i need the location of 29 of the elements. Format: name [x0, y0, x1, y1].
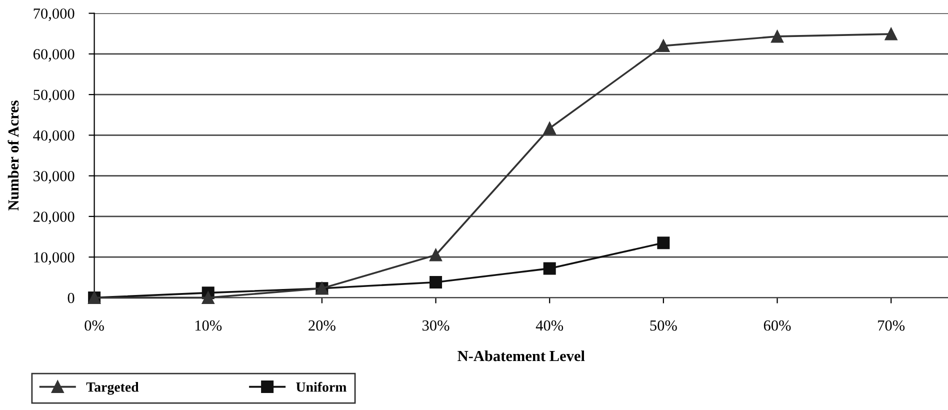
y-tick-label: 10,000	[34, 252, 74, 265]
legend-label: Targeted	[86, 382, 139, 395]
point	[543, 262, 556, 275]
point	[657, 236, 670, 250]
y-tick-label: 50,000	[34, 90, 74, 102]
x-tick-label: 40%	[536, 320, 564, 331]
x-tick-label: 70%	[878, 320, 905, 331]
legend-label: Uniform	[296, 382, 346, 392]
y-tick-label: 20,000	[34, 212, 74, 224]
x-tick-label: 20%	[308, 320, 336, 331]
point	[657, 40, 670, 52]
y-tick-label: 0	[68, 292, 74, 304]
x-tick-label: 10%	[195, 320, 222, 331]
x-tick-label: 50%	[650, 320, 677, 331]
x-tick-label: 60%	[764, 320, 791, 331]
y-tick-label: 70,000	[34, 8, 74, 21]
y-tick-label: 60,000	[34, 49, 74, 62]
y-tick-label: 30,000	[34, 170, 74, 184]
y-axis-title: Number of Acres	[8, 100, 19, 211]
point	[202, 291, 214, 304]
point	[430, 276, 442, 289]
x-tick-label: 0%	[84, 320, 104, 331]
point	[543, 122, 556, 135]
y-tick-label: 40,000	[33, 130, 74, 143]
point	[884, 28, 898, 40]
point	[771, 30, 784, 43]
x-tick-label: 30%	[422, 320, 450, 331]
x-axis-title: N-Abatement Level	[458, 350, 585, 362]
point	[430, 248, 442, 262]
